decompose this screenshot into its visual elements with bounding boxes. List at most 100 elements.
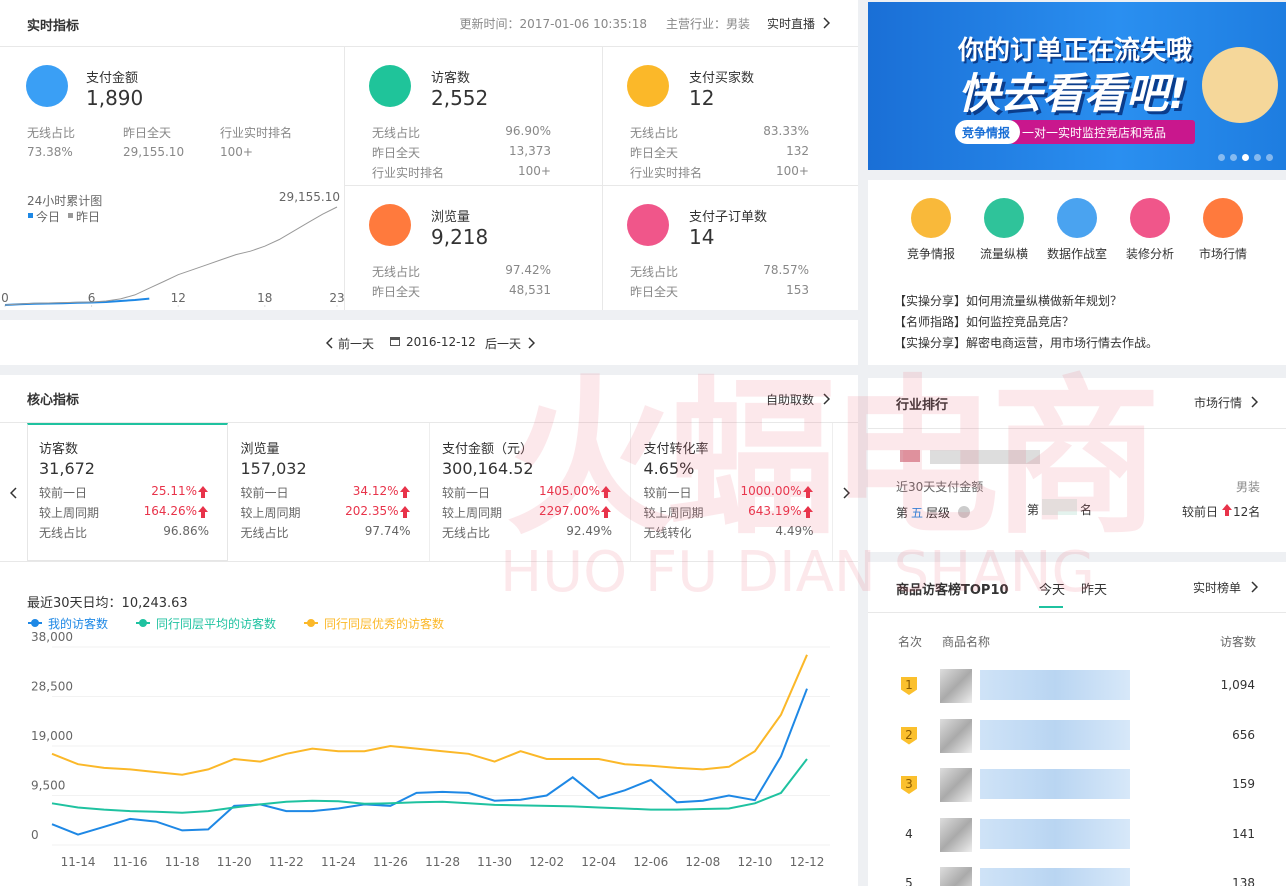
live-link[interactable]: 实时直播 (767, 17, 816, 31)
chevron-icon (823, 17, 830, 29)
stat-value: 153 (786, 283, 809, 297)
next-day[interactable]: 后一天 (485, 337, 522, 351)
product-name-blur (980, 719, 1130, 750)
tier: 五 (911, 506, 924, 520)
legend-swatch (68, 213, 73, 218)
divider (868, 428, 1286, 429)
row-value: 97.74% (364, 524, 411, 538)
news-tag[interactable]: 【实操分享】 (894, 294, 967, 308)
row-label: 无线占比 (442, 526, 491, 540)
up-arrow (198, 486, 208, 498)
x-tick-label: 11-24 (321, 855, 356, 869)
metric-value: 9,218 (431, 225, 489, 249)
news-tag[interactable]: 【名师指路】 (894, 315, 967, 329)
metric-card (229, 423, 430, 561)
up-arrow-shape (802, 486, 813, 498)
row-label: 较前一日 (240, 486, 289, 500)
x-tick-label: 12-10 (737, 855, 772, 869)
x-tick-label: 11-20 (217, 855, 252, 869)
row-label: 较上周同期 (39, 506, 100, 520)
tab[interactable]: 昨天 (1081, 583, 1108, 598)
visitors: 138 (1232, 876, 1255, 886)
rank-badge (901, 776, 917, 794)
up-arrow-shape (399, 486, 410, 498)
action-link[interactable]: 市场行情 (1194, 396, 1243, 410)
news-text[interactable]: 如何监控竞品竞店？ (966, 315, 1075, 329)
stat-value: 100+ (220, 145, 253, 159)
card-value: 31,672 (39, 459, 95, 478)
stat-value: 132 (786, 144, 809, 158)
up-arrow-shape (198, 506, 208, 518)
stat-value: 100+ (518, 164, 551, 178)
product-name-blur (980, 769, 1130, 799)
section-title: 核心指标 (27, 393, 80, 408)
carousel-dot (1253, 153, 1261, 161)
card-label: 浏览量 (240, 442, 280, 457)
chevron-icon (10, 487, 17, 499)
x-tick-label: 12 (171, 291, 186, 305)
date-nav-panel (0, 320, 858, 365)
stat-value: 48,531 (509, 283, 551, 297)
carousel-dot (1241, 153, 1249, 161)
legend-label: 同行同层平均的访客数 (156, 617, 277, 631)
prev-day[interactable]: 前一天 (338, 337, 375, 351)
legend-label: 我的访客数 (48, 617, 109, 631)
series-line (51, 688, 808, 836)
row-label: 较上周同期 (442, 506, 503, 520)
change: 12名 (1233, 505, 1261, 519)
tool-icon (1130, 198, 1170, 238)
chevron-icon (843, 487, 850, 499)
x-tick-label: 0 (1, 291, 9, 305)
stat-value: 78.57% (763, 263, 809, 277)
action-link[interactable]: 自助取数 (766, 393, 815, 407)
product-image (940, 817, 972, 852)
visitors: 159 (1232, 777, 1255, 791)
metric-card (27, 423, 228, 561)
row-value: 4.49% (775, 524, 814, 538)
chevron-icon (1251, 396, 1258, 408)
card-label: 支付金额（元） (442, 442, 534, 457)
legend-dot (31, 619, 39, 627)
blurred-shop (930, 450, 1040, 464)
rank: 5 (905, 876, 913, 886)
divider (868, 612, 1286, 613)
row-label: 无线转化 (643, 526, 692, 540)
chevron (823, 393, 830, 405)
tool-label: 流量纵横 (979, 247, 1028, 261)
news-text[interactable]: 解密电商运营，用市场行情去作战。 (966, 336, 1159, 350)
stat-label: 昨日全天 (630, 146, 679, 160)
news-tag[interactable]: 【实操分享】 (894, 336, 967, 350)
stat-value: 29,155.10 (123, 145, 185, 159)
stat-label: 昨日全天 (123, 126, 172, 140)
tool-label: 数据作战室 (1046, 247, 1107, 261)
rank-suffix: 名 (1080, 503, 1093, 517)
chevron (823, 17, 830, 29)
tool-icon (911, 198, 951, 238)
x-tick-label: 11-28 (425, 855, 460, 869)
product-name-blur (980, 670, 1130, 700)
carousel-dot (1229, 153, 1237, 161)
news-text[interactable]: 如何用流量纵横做新年规划？ (966, 294, 1123, 308)
tool-label: 装修分析 (1125, 247, 1174, 261)
tier-suffix: 层级 (926, 506, 951, 520)
stat-label: 无线占比 (27, 126, 76, 140)
banner-line1: 你的订单正在流失哦 (958, 36, 1193, 66)
up-arrow (399, 506, 410, 518)
metric-card (430, 423, 631, 561)
tab-active[interactable]: 今天 (1039, 583, 1066, 598)
row-value: 96.86% (163, 524, 209, 538)
mascot (1202, 47, 1278, 123)
stat-label: 无线占比 (630, 126, 679, 140)
up-arrow-shape (198, 486, 208, 498)
action-link[interactable]: 实时榜单 (1193, 581, 1242, 595)
x-tick-label: 11-30 (477, 855, 512, 869)
legend-label: 昨日 (76, 210, 101, 224)
stat-label: 无线占比 (372, 126, 421, 140)
card-label: 访客数 (39, 442, 79, 457)
rank: 4 (905, 826, 913, 841)
carousel-dot (1217, 153, 1225, 161)
metric-value: 12 (689, 86, 715, 110)
row-value: 2297.00% (538, 504, 600, 518)
row-value: 92.49% (566, 524, 612, 538)
legend-label: 今日 (36, 210, 61, 224)
